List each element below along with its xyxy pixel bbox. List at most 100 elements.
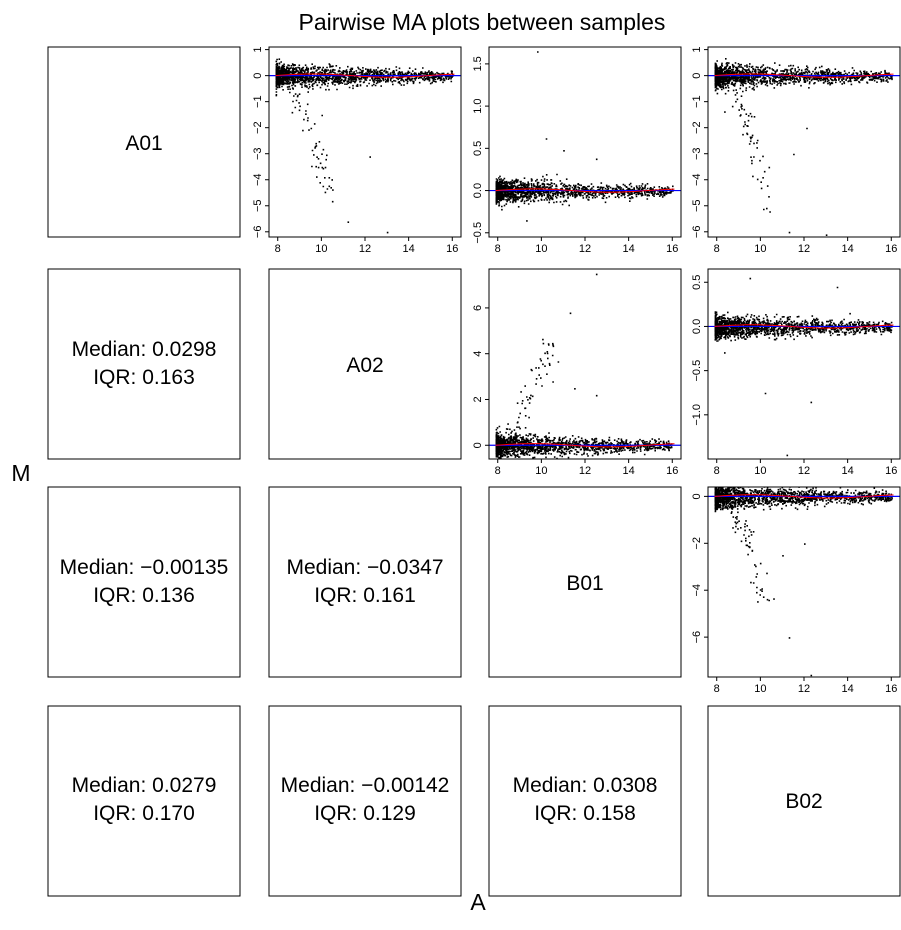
ma-panel-a01-b01: 8 10 12 14 16 −0.5 0.0 0.5 1.0 1.5: [472, 46, 682, 255]
x-tick-label: 8: [495, 465, 501, 477]
y-tick-label: 2: [472, 396, 484, 402]
stat-panel-r3c1: Median: −0.00142 IQR: 0.129: [268, 705, 462, 897]
x-tick-label: 14: [842, 243, 854, 255]
point-cloud: [708, 487, 900, 677]
x-tick-label: 14: [842, 465, 854, 477]
ma-panel-b01-b02: 8 10 12 14 16 −6 −4 −2 0: [691, 486, 901, 695]
x-tick-label: 12: [798, 683, 810, 695]
panel-r3c3: B02: [707, 705, 901, 897]
y-tick-label: 1: [691, 47, 703, 53]
median-text: Median: 0.0298: [72, 338, 217, 361]
diagonal-sample-label: A01: [125, 132, 162, 155]
y-tick-label: −5: [252, 199, 264, 212]
iqr-text: IQR: 0.161: [314, 584, 416, 607]
median-text: Median: −0.0347: [286, 556, 443, 579]
ma-panel-a01-b02: 8 10 12 14 16 −6 −5 −4 −3 −2 −1 0 1: [691, 46, 901, 255]
y-tick-label: 1: [252, 47, 264, 53]
x-tick-label: 16: [446, 243, 458, 255]
x-tick-label: 10: [315, 243, 327, 255]
iqr-text: IQR: 0.163: [93, 366, 195, 389]
x-tick-label: 10: [754, 465, 766, 477]
x-tick-label: 8: [714, 243, 720, 255]
stat-panel-r2c1: Median: −0.0347 IQR: 0.161: [268, 486, 462, 678]
y-tick-label: 0: [691, 73, 703, 79]
x-tick-label: 14: [623, 243, 635, 255]
point-cloud: [708, 277, 900, 457]
y-tick-label: −0.5: [691, 360, 703, 382]
y-tick-label: −6: [691, 631, 703, 644]
x-tick-label: 10: [754, 243, 766, 255]
point-cloud: [269, 58, 461, 234]
x-tick-label: 16: [666, 243, 678, 255]
y-axis-label: M: [11, 460, 30, 486]
diagonal-sample-label: B02: [785, 790, 822, 813]
panel-r0c0: A01: [47, 46, 241, 238]
y-tick-label: −3: [691, 147, 703, 160]
ma-panel-a01-a02: 8 10 12 14 16 −6 −5 −4 −3 −2 −1 0 1: [252, 46, 462, 255]
x-tick-label: 14: [623, 465, 635, 477]
x-tick-label: 8: [495, 243, 501, 255]
y-tick-label: 0.5: [472, 141, 484, 156]
x-tick-label: 12: [579, 243, 591, 255]
x-axis-label: A: [470, 889, 486, 915]
y-tick-label: −1: [691, 95, 703, 108]
data-points: [495, 273, 673, 459]
y-tick-label: −5: [691, 199, 703, 212]
loess-line: [495, 443, 675, 448]
x-tick-label: 14: [842, 683, 854, 695]
y-tick-label: 0.5: [691, 275, 703, 290]
y-tick-label: 1.0: [472, 98, 484, 113]
median-text: Median: 0.0279: [72, 774, 217, 797]
y-tick-label: −2: [252, 121, 264, 134]
panel-r2c2: B01: [488, 486, 682, 678]
loess-line: [495, 188, 675, 193]
x-tick-label: 12: [798, 243, 810, 255]
loess-line: [714, 324, 894, 329]
x-tick-label: 10: [535, 465, 547, 477]
y-tick-label: 0: [252, 73, 264, 79]
y-tick-label: 0: [691, 493, 703, 499]
y-tick-label: −3: [252, 147, 264, 160]
stat-panel-r3c2: Median: 0.0308 IQR: 0.158: [488, 705, 682, 897]
y-tick-label: −1.0: [691, 404, 703, 426]
y-tick-label: −0.5: [472, 222, 484, 244]
y-tick-label: −6: [691, 226, 703, 239]
point-cloud: [489, 273, 681, 459]
x-tick-label: 12: [579, 465, 591, 477]
point-cloud: [708, 58, 900, 236]
y-tick-label: 0: [472, 442, 484, 448]
x-tick-label: 14: [403, 243, 415, 255]
stat-panel-r3c0: Median: 0.0279 IQR: 0.170: [47, 705, 241, 897]
x-tick-label: 10: [754, 683, 766, 695]
y-tick-label: −4: [691, 584, 703, 597]
median-text: Median: −0.00142: [281, 774, 450, 797]
point-cloud: [489, 51, 681, 222]
iqr-text: IQR: 0.158: [534, 802, 636, 825]
x-tick-label: 12: [359, 243, 371, 255]
x-tick-label: 16: [666, 465, 678, 477]
x-tick-label: 16: [885, 465, 897, 477]
diagonal-sample-label: B01: [566, 572, 603, 595]
x-tick-label: 16: [885, 683, 897, 695]
y-tick-label: 1.5: [472, 56, 484, 71]
chart-title: Pairwise MA plots between samples: [299, 9, 666, 35]
panel-r1c1: A02: [268, 268, 462, 460]
iqr-text: IQR: 0.129: [314, 802, 416, 825]
y-tick-label: −4: [252, 173, 264, 186]
y-tick-label: 0.0: [472, 183, 484, 198]
x-tick-label: 8: [275, 243, 281, 255]
data-points: [714, 277, 893, 457]
loess-line: [275, 73, 455, 78]
y-tick-label: −6: [252, 226, 264, 239]
iqr-text: IQR: 0.170: [93, 802, 195, 825]
x-tick-label: 8: [714, 683, 720, 695]
loess-line: [714, 494, 894, 499]
diagonal-sample-label: A02: [346, 354, 383, 377]
y-tick-label: 0.0: [691, 319, 703, 334]
stat-panel-r1c0: Median: 0.0298 IQR: 0.163: [47, 268, 241, 460]
x-tick-label: 8: [714, 465, 720, 477]
stat-panel-r2c0: Median: −0.00135 IQR: 0.136: [47, 486, 241, 678]
x-tick-label: 10: [535, 243, 547, 255]
y-tick-label: 4: [472, 351, 484, 357]
